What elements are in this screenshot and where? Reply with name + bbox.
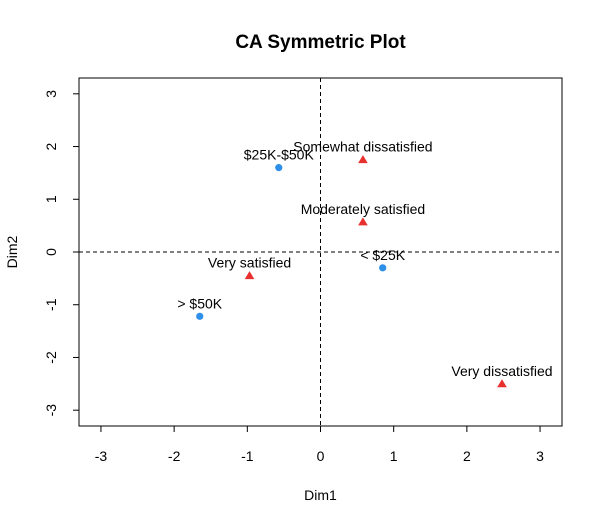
point-label: Moderately satisfied <box>301 201 426 217</box>
row-point-marker <box>275 164 283 172</box>
point-label: $25K-$50K <box>244 147 315 163</box>
y-tick-label: -3 <box>43 404 59 417</box>
y-tick-label: -1 <box>43 298 59 311</box>
x-tick-label: -3 <box>95 448 108 464</box>
x-tick-label: 0 <box>317 448 325 464</box>
y-tick-label: 1 <box>43 195 59 203</box>
points-layer: $25K-$50K < $25K > $50K Somewhat dissatisfi… <box>177 139 553 388</box>
row-point-marker <box>196 312 204 320</box>
x-tick-label: 3 <box>536 448 544 464</box>
reference-lines <box>79 78 562 426</box>
y-axis: -3 -2 -1 0 1 2 3 <box>43 90 79 417</box>
point-label: > $50K <box>177 295 222 311</box>
column-point-marker <box>358 155 368 164</box>
point-label: Very satisfied <box>208 255 291 271</box>
x-axis: -3 -2 -1 0 1 2 3 <box>95 426 544 464</box>
y-tick-label: 3 <box>43 90 59 98</box>
x-axis-label: Dim1 <box>304 487 337 503</box>
x-tick-label: 2 <box>463 448 471 464</box>
chart-title: CA Symmetric Plot <box>235 32 406 53</box>
point-label: < $25K <box>360 247 405 263</box>
x-tick-label: -1 <box>241 448 254 464</box>
row-point-marker <box>379 264 387 272</box>
point-label: Somewhat dissatisfied <box>293 139 432 155</box>
point-label: Very dissatisfied <box>451 363 552 379</box>
y-tick-label: -2 <box>43 351 59 364</box>
column-point-marker <box>244 271 255 280</box>
column-point-marker <box>497 379 507 388</box>
y-tick-label: 2 <box>43 142 59 150</box>
x-tick-label: 1 <box>390 448 398 464</box>
y-tick-label: 0 <box>43 248 59 256</box>
y-axis-label: Dim2 <box>4 235 20 268</box>
column-point-marker <box>358 217 368 226</box>
x-tick-label: -2 <box>168 448 181 464</box>
